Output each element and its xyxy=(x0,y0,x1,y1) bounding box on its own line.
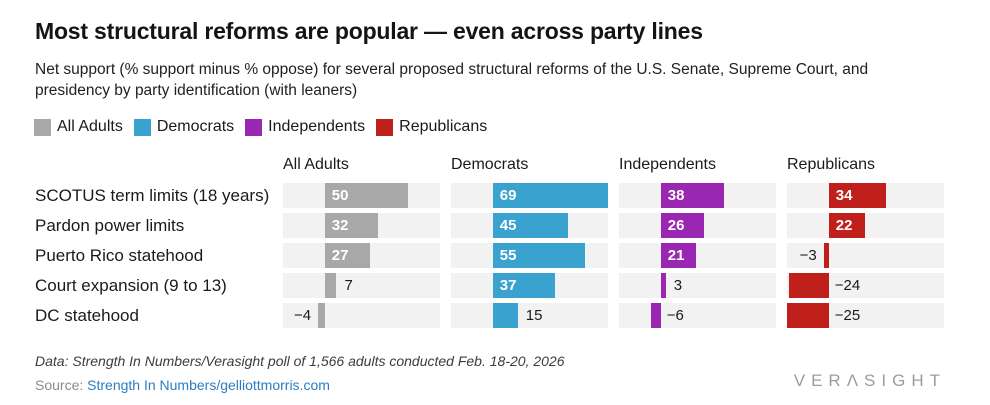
bar-track: 26 xyxy=(619,213,776,238)
column-header-democrats: Democrats xyxy=(451,156,529,173)
bar-value: −6 xyxy=(666,307,684,324)
bar-track: −24 xyxy=(787,273,944,298)
bar-value: −3 xyxy=(799,247,817,264)
bar-all-adults-pardon-power-limits xyxy=(324,213,379,238)
data-note: Data: Strength In Numbers/Verasight poll… xyxy=(35,353,565,369)
bar-value: 15 xyxy=(525,307,543,324)
bar-track: 27 xyxy=(283,243,440,268)
legend-item-all-adults: All Adults xyxy=(34,118,123,136)
bar-republicans-scotus-term-limits-18-years xyxy=(828,183,886,208)
column-header-all-adults: All Adults xyxy=(283,156,349,173)
bar-track: 55 xyxy=(451,243,608,268)
bar-value: 26 xyxy=(667,217,685,234)
bar-all-adults-puerto-rico-statehood xyxy=(324,243,370,268)
bar-track: 3 xyxy=(619,273,776,298)
bar-track: 21 xyxy=(619,243,776,268)
bar-track: 7 xyxy=(283,273,440,298)
legend-swatch-all-adults xyxy=(34,118,51,136)
legend-label: Independents xyxy=(268,118,366,135)
verasight-logo: VERΛSIGHT xyxy=(793,371,946,390)
bar-value: 55 xyxy=(499,247,517,264)
chart-subtitle: Net support (% support minus % oppose) f… xyxy=(35,61,869,99)
bar-value: 45 xyxy=(499,217,517,234)
column-header-republicans: Republicans xyxy=(787,156,876,173)
bar-value: −4 xyxy=(293,307,312,324)
legend-label: Republicans xyxy=(399,118,488,135)
bar-value: −25 xyxy=(834,307,861,324)
bar-all-adults-scotus-term-limits-18-years xyxy=(324,183,409,208)
bar-track: 69 xyxy=(451,183,608,208)
bar-value: 3 xyxy=(673,277,683,294)
chart-title: Most structural reforms are popular — ev… xyxy=(35,18,703,44)
bar-value: 50 xyxy=(331,187,349,204)
row-label-dc-statehood: DC statehood xyxy=(35,306,139,325)
bar-track: −4 xyxy=(283,303,440,328)
bar-value: 37 xyxy=(499,277,517,294)
bar-all-adults-court-expansion-9-to-13 xyxy=(324,273,337,298)
bar-track: 32 xyxy=(283,213,440,238)
bar-democrats-dc-statehood xyxy=(492,303,518,328)
bar-track: 15 xyxy=(451,303,608,328)
row-label-scotus-term-limits-18-years: SCOTUS term limits (18 years) xyxy=(35,186,270,205)
bar-value: 22 xyxy=(835,217,853,234)
legend-label: Democrats xyxy=(156,118,235,135)
bar-value: 34 xyxy=(835,187,853,204)
bar-track: 34 xyxy=(787,183,944,208)
legend-swatch-republicans xyxy=(376,118,394,136)
bar-track: 37 xyxy=(451,273,608,298)
bar-republicans-dc-statehood xyxy=(787,303,829,328)
bar-track: −25 xyxy=(787,303,944,328)
bar-democrats-puerto-rico-statehood xyxy=(492,243,585,268)
row-label-court-expansion-9-to-13: Court expansion (9 to 13) xyxy=(35,276,227,295)
legend: All Adults Democrats Independents Republica… xyxy=(34,118,487,136)
bar-republicans-puerto-rico-statehood xyxy=(823,243,829,268)
source-link[interactable]: Strength In Numbers/gelliottmorris.com xyxy=(87,377,330,393)
legend-label: All Adults xyxy=(57,118,123,135)
bar-republicans-pardon-power-limits xyxy=(828,213,866,238)
bar-track: 45 xyxy=(451,213,608,238)
bar-republicans-court-expansion-9-to-13 xyxy=(788,273,829,298)
bar-independents-puerto-rico-statehood xyxy=(660,243,696,268)
bar-democrats-pardon-power-limits xyxy=(492,213,568,238)
legend-swatch-independents xyxy=(245,118,263,136)
bar-value: 32 xyxy=(331,217,349,234)
bar-independents-scotus-term-limits-18-years xyxy=(660,183,725,208)
bar-value: 38 xyxy=(667,187,685,204)
source-prefix: Source: xyxy=(35,377,88,393)
legend-item-democrats: Democrats xyxy=(133,118,235,136)
bar-democrats-scotus-term-limits-18-years xyxy=(492,183,608,208)
bar-track: −3 xyxy=(787,243,944,268)
bar-track: 22 xyxy=(787,213,944,238)
bar-all-adults-dc-statehood xyxy=(318,303,325,328)
legend-item-independents: Independents xyxy=(245,118,365,136)
bar-value: 7 xyxy=(344,277,353,294)
bar-value: 69 xyxy=(499,187,517,204)
bar-independents-court-expansion-9-to-13 xyxy=(660,273,666,298)
source-line: Source: Strength In Numbers/gelliottmorr… xyxy=(35,377,330,393)
bar-value: −24 xyxy=(834,277,861,294)
bar-value: 21 xyxy=(667,247,685,264)
legend-swatch-democrats xyxy=(133,118,151,136)
bar-democrats-court-expansion-9-to-13 xyxy=(492,273,555,298)
bar-independents-pardon-power-limits xyxy=(660,213,705,238)
row-label-pardon-power-limits: Pardon power limits xyxy=(35,216,185,235)
legend-item-republicans: Republicans xyxy=(376,118,487,136)
bar-track: −6 xyxy=(619,303,776,328)
bar-track: 50 xyxy=(283,183,440,208)
bar-value: 27 xyxy=(331,247,349,264)
bar-independents-dc-statehood xyxy=(650,303,661,328)
bar-track: 38 xyxy=(619,183,776,208)
column-header-independents: Independents xyxy=(619,156,716,173)
row-label-puerto-rico-statehood: Puerto Rico statehood xyxy=(35,246,204,265)
